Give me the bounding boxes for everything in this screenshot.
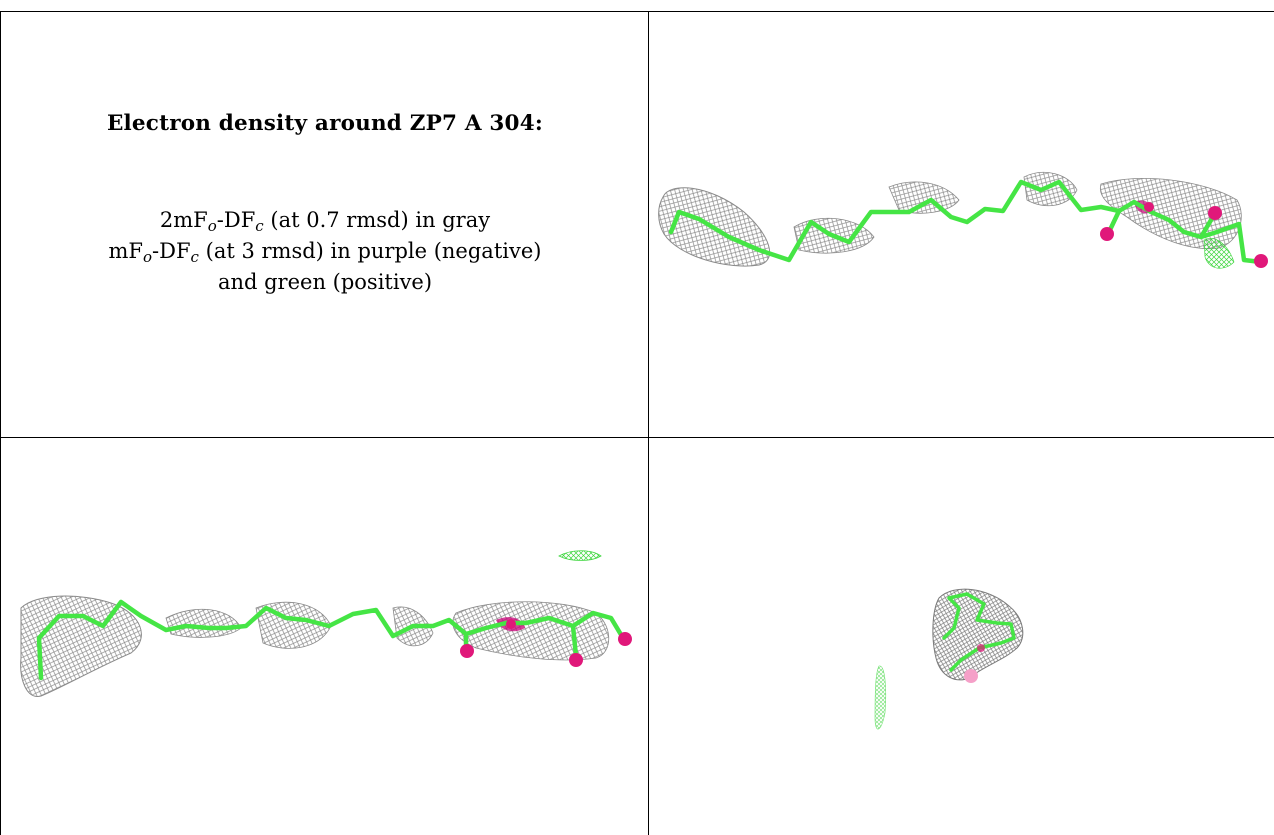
density-image-bottom-right	[874, 588, 1024, 730]
frame-top	[0, 11, 1274, 12]
mesh-2fofc	[658, 171, 1242, 267]
caption-line-3: and green (positive)	[217, 270, 433, 294]
caption-cell: Electron density around ZP7 A 304: 2mFo-…	[1, 12, 648, 437]
frame-left	[0, 11, 1, 835]
caption-title: Electron density around ZP7 A 304:	[106, 111, 544, 136]
mesh-2fofc	[20, 595, 609, 697]
frame-divider-horizontal	[0, 437, 1274, 438]
density-panel-bottom-left	[1, 438, 648, 835]
frame-divider-vertical	[648, 11, 649, 835]
mesh-positive	[1203, 238, 1235, 269]
density-image-bottom-left	[20, 550, 632, 697]
mesh-positive	[558, 550, 602, 561]
caption-body: 2mFo-DFc (at 0.7 rmsd) in gray mFo-DFc (…	[1, 205, 648, 298]
density-panel-bottom-right	[649, 438, 1274, 835]
caption-line-2: mFo-DFc (at 3 rmsd) in purple (negative)	[108, 239, 542, 266]
mesh-2fofc	[932, 588, 1024, 681]
oxygen-atoms	[460, 619, 632, 667]
oxygen-atoms	[964, 644, 985, 683]
mesh-positive	[874, 665, 887, 730]
density-panel-top-right	[649, 12, 1274, 437]
density-image-top-right	[658, 171, 1268, 269]
oxygen-atoms	[1100, 202, 1268, 268]
caption-line-1: 2mFo-DFc (at 0.7 rmsd) in gray	[159, 208, 491, 235]
